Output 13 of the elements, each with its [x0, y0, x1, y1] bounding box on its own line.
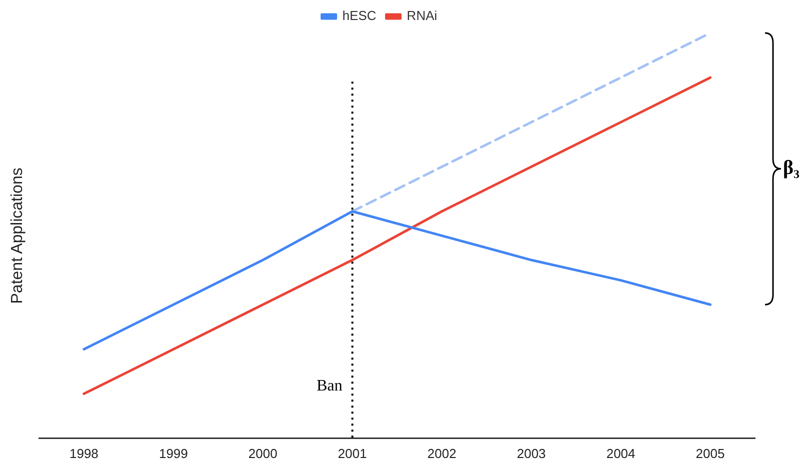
- y-axis-title: Patent Applications: [9, 168, 26, 304]
- legend-label: RNAi: [406, 8, 438, 24]
- x-tick-label: 2000: [248, 446, 278, 461]
- x-tick-label: 2001: [338, 446, 367, 461]
- x-tick-label: 2004: [606, 446, 636, 461]
- ref-line-label: Ban: [316, 378, 342, 395]
- x-tick-label: 2002: [427, 446, 456, 461]
- legend-label: hESC: [342, 8, 376, 24]
- text: β₃: [783, 156, 800, 180]
- x-tick-label: 2003: [516, 446, 546, 461]
- x-tick-label: 2005: [696, 446, 725, 461]
- x-tick-label: 1999: [158, 446, 188, 461]
- x-tick-label: 1998: [69, 446, 98, 461]
